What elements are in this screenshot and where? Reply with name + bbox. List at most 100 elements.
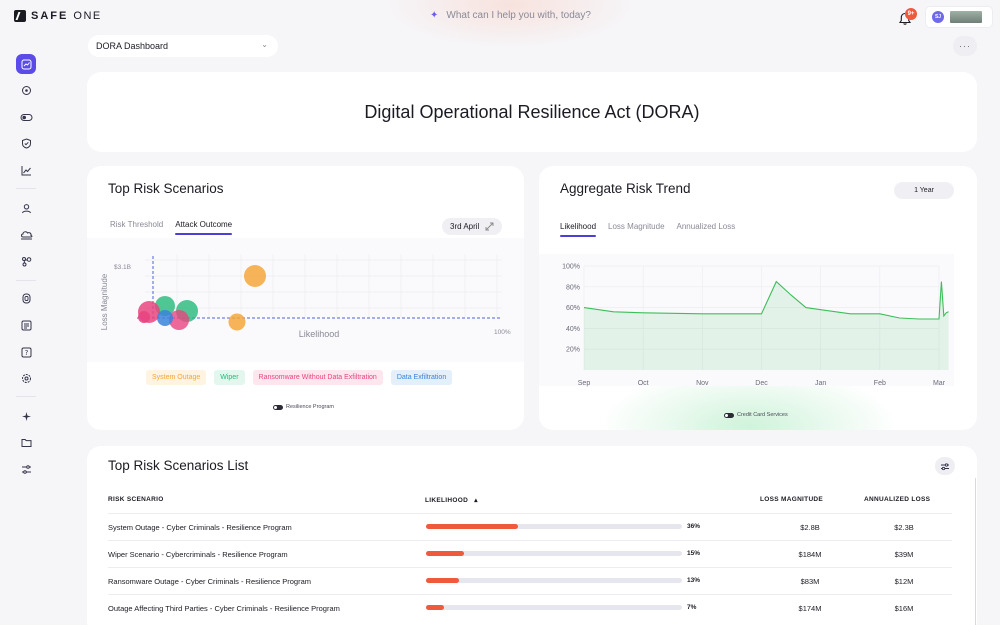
list-scrollbar[interactable] xyxy=(975,478,976,625)
tab-risk-threshold[interactable]: Risk Threshold xyxy=(110,220,164,229)
more-options-button[interactable]: ··· xyxy=(953,36,977,56)
trend-x-axis: Sep Oct Nov Dec Jan Feb Mar xyxy=(578,380,946,387)
page-title: Digital Operational Resilience Act (DORA… xyxy=(364,101,700,122)
sidebar-item-users[interactable] xyxy=(16,198,36,218)
trend-x-tick-label: Nov xyxy=(696,380,709,387)
trend-y-tick-label: 100% xyxy=(562,264,580,271)
risk-scatter-plot: Loss Magnitude $3.1B Likelihood 100% xyxy=(100,254,511,339)
likelihood-bar-fill xyxy=(426,605,444,610)
table-row[interactable]: Outage Affecting Third Parties - Cyber C… xyxy=(108,594,952,621)
target-icon xyxy=(21,85,31,95)
filter-sliders-icon xyxy=(941,462,949,470)
tab-loss-magnitude[interactable]: Loss Magnitude xyxy=(608,222,665,231)
tab-attack-outcome[interactable]: Attack Outcome xyxy=(175,220,232,235)
scenario-name: Ransomware Outage - Cyber Criminals - Re… xyxy=(108,577,311,586)
trend-series-line xyxy=(583,280,949,320)
likelihood-bar xyxy=(426,524,682,529)
column-header-loss[interactable]: LOSS MAGNITUDE xyxy=(760,496,824,503)
sidebar-item-help[interactable]: ? xyxy=(16,342,36,362)
risk-scenarios-list-card: Top Risk Scenarios List RISK SCENARIO LI… xyxy=(87,446,977,625)
trend-y-axis: 100% 80% 60% 40% 20% xyxy=(562,264,580,354)
sidebar-item-security[interactable] xyxy=(16,133,36,153)
chevron-down-icon: ⌄ xyxy=(261,40,268,49)
table-row[interactable]: System Outage - Cyber Criminals - Resili… xyxy=(108,513,952,540)
sidebar-divider xyxy=(16,188,36,189)
scenario-name: Outage Affecting Third Parties - Cyber C… xyxy=(108,604,340,613)
shield-check-icon xyxy=(21,137,31,149)
filter-button[interactable] xyxy=(935,457,955,475)
sidebar-item-integrations[interactable] xyxy=(16,251,36,271)
likelihood-bar-fill xyxy=(426,524,519,529)
bubble-data-exfiltration[interactable] xyxy=(157,310,173,326)
service-toggle[interactable] xyxy=(724,412,734,418)
notification-badge: 9+ xyxy=(905,8,917,20)
cloud-icon xyxy=(20,230,32,239)
bubble-ransomware-3[interactable] xyxy=(138,311,150,323)
tab-annualized-loss[interactable]: Annualized Loss xyxy=(676,222,736,231)
y-axis-label: Loss Magnitude xyxy=(100,273,109,330)
svg-text:?: ? xyxy=(24,349,28,357)
sidebar-item-trends[interactable] xyxy=(16,160,36,180)
legend-system-outage[interactable]: System Outage xyxy=(146,370,207,385)
user-icon xyxy=(21,203,31,213)
integration-icon xyxy=(21,256,31,266)
app-logo[interactable]: SAFE ONE xyxy=(14,10,102,22)
legend-ransomware[interactable]: Ransomware Without Data Exfiltration xyxy=(252,370,383,385)
dashboard-select-value: DORA Dashboard xyxy=(96,41,169,51)
column-header-scenario[interactable]: RISK SCENARIO xyxy=(108,496,164,503)
column-header-annualized[interactable]: ANNUALIZED LOSS xyxy=(864,496,931,503)
date-picker-button[interactable]: 3rd April xyxy=(442,218,502,235)
sliders-icon xyxy=(21,464,31,474)
trend-x-tick-label: Dec xyxy=(755,380,768,387)
sidebar: ? xyxy=(0,40,52,625)
scenario-legend: System Outage Wiper Ransomware Without D… xyxy=(146,370,453,385)
ai-search-bar[interactable]: ✦ What can I help you with, today? xyxy=(430,10,591,21)
trend-x-tick-label: Feb xyxy=(874,380,886,387)
likelihood-value: 36% xyxy=(687,523,701,530)
program-toggle-row[interactable]: Resilience Program xyxy=(273,404,334,410)
likelihood-bar-fill xyxy=(426,578,460,583)
column-header-likelihood[interactable]: LIKELIHOOD ▴ xyxy=(425,496,478,504)
loss-value: $174M xyxy=(798,604,822,613)
user-menu[interactable]: SJ xyxy=(926,7,992,27)
program-toggle[interactable] xyxy=(273,404,283,410)
sidebar-item-ai[interactable] xyxy=(16,406,36,426)
legend-data-exfiltration[interactable]: Data Exfiltration xyxy=(390,370,453,385)
scenario-name: System Outage - Cyber Criminals - Resili… xyxy=(108,523,292,532)
logo-mark-icon xyxy=(14,10,26,22)
likelihood-value: 7% xyxy=(687,604,697,611)
sidebar-item-targets[interactable] xyxy=(16,80,36,100)
sidebar-item-settings[interactable] xyxy=(16,368,36,388)
trend-x-tick-label: Mar xyxy=(933,380,946,387)
avatar: SJ xyxy=(932,11,944,23)
bubble-system-outage[interactable] xyxy=(244,265,266,287)
trend-chart: 100% 80% 60% 40% 20% Sep Oct Nov Dec Jan Feb Mar xyxy=(539,254,954,387)
sidebar-item-preferences[interactable] xyxy=(16,459,36,479)
tab-likelihood[interactable]: Likelihood xyxy=(560,222,597,237)
trend-tabs: Likelihood Loss Magnitude Annualized Los… xyxy=(560,222,736,237)
dashboard-select[interactable]: DORA Dashboard ⌄ xyxy=(88,35,278,57)
program-toggle-label: Resilience Program xyxy=(286,404,334,410)
y-tick-label: $3.1B xyxy=(114,264,131,271)
top-risk-title: Top Risk Scenarios xyxy=(108,181,224,196)
bubble-wiper[interactable] xyxy=(155,296,175,316)
period-select[interactable]: 1 Year xyxy=(894,182,954,199)
sidebar-item-assets[interactable] xyxy=(16,224,36,244)
sidebar-item-controls[interactable] xyxy=(16,107,36,127)
bubble-ransomware-2[interactable] xyxy=(169,310,189,330)
top-risk-tabs: Risk Threshold Attack Outcome xyxy=(110,220,232,235)
sidebar-item-dashboard[interactable] xyxy=(16,54,36,74)
scatter-plot-area: Loss Magnitude $3.1B Likelihood 100% xyxy=(87,238,524,362)
service-toggle-row[interactable]: Credit Card Services xyxy=(724,412,788,418)
bubble-system-outage-small[interactable] xyxy=(228,313,246,331)
table-row[interactable]: Ransomware Outage - Cyber Criminals - Re… xyxy=(108,567,952,594)
header-glow xyxy=(380,0,640,50)
sidebar-item-data[interactable] xyxy=(16,288,36,308)
list-title: Top Risk Scenarios List xyxy=(108,458,249,473)
x-axis-label: Likelihood xyxy=(299,329,340,339)
legend-wiper[interactable]: Wiper xyxy=(214,370,245,385)
sidebar-item-files[interactable] xyxy=(16,432,36,452)
sidebar-item-reports[interactable] xyxy=(16,315,36,335)
column-header-likelihood-label: LIKELIHOOD xyxy=(425,497,469,504)
table-row[interactable]: Wiper Scenario - Cybercriminals - Resili… xyxy=(108,540,952,567)
